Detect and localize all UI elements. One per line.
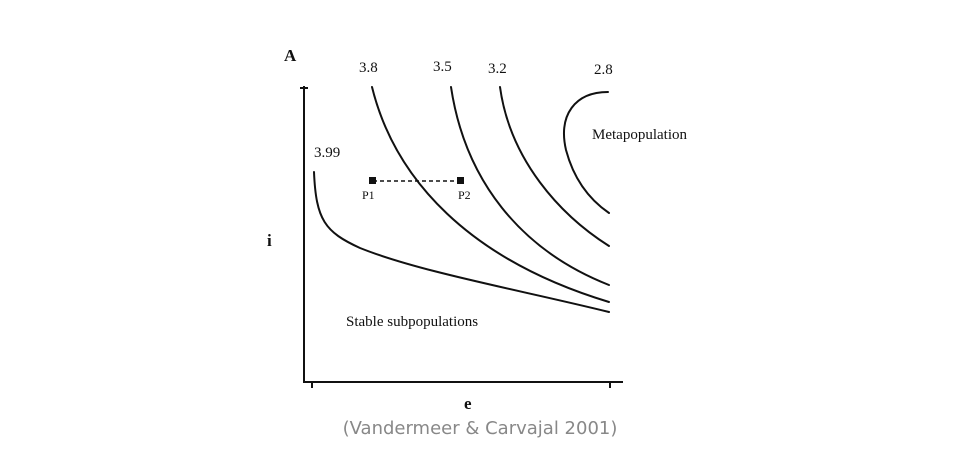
axes-frame [303, 86, 623, 383]
point-p2-marker [457, 177, 464, 184]
curve-label-2-8: 2.8 [594, 62, 613, 78]
figure-caption: (Vandermeer & Carvajal 2001) [342, 418, 618, 439]
curve-3-5 [450, 86, 610, 286]
curve-3-99 [313, 171, 610, 313]
region-label-metapopulation: Metapopulation [592, 127, 687, 143]
curve-label-3-2: 3.2 [488, 61, 507, 77]
x-axis-label: e [464, 394, 472, 413]
panel-label: A [284, 46, 297, 65]
curve-3-8 [371, 86, 610, 303]
point-p1-label: P1 [362, 188, 375, 202]
point-p2-label: P2 [458, 188, 471, 202]
curve-label-3-99: 3.99 [314, 145, 340, 161]
y-axis-label: i [267, 231, 272, 250]
curve-2-8 [563, 91, 610, 214]
region-label-stable-subpopulations: Stable subpopulations [346, 314, 478, 330]
curve-3-2 [499, 86, 610, 247]
curve-label-3-5: 3.5 [433, 59, 452, 75]
curve-label-3-8: 3.8 [359, 60, 378, 76]
point-p1-marker [369, 177, 376, 184]
